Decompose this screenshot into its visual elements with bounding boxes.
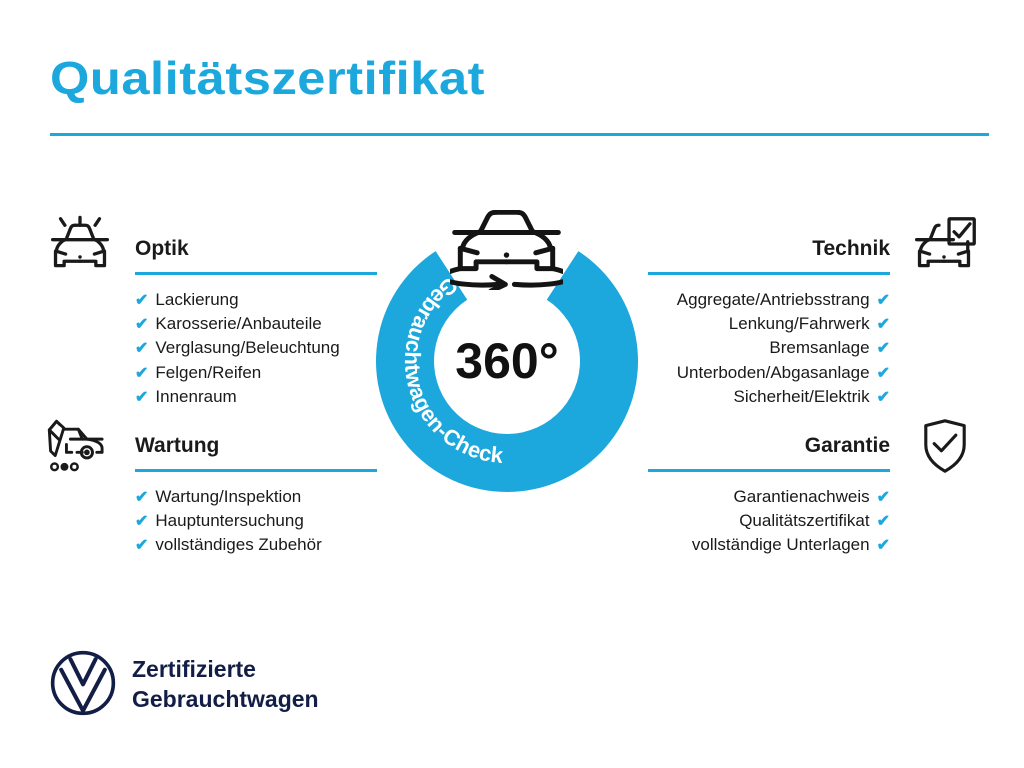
svg-text:360°: 360° xyxy=(455,333,558,389)
